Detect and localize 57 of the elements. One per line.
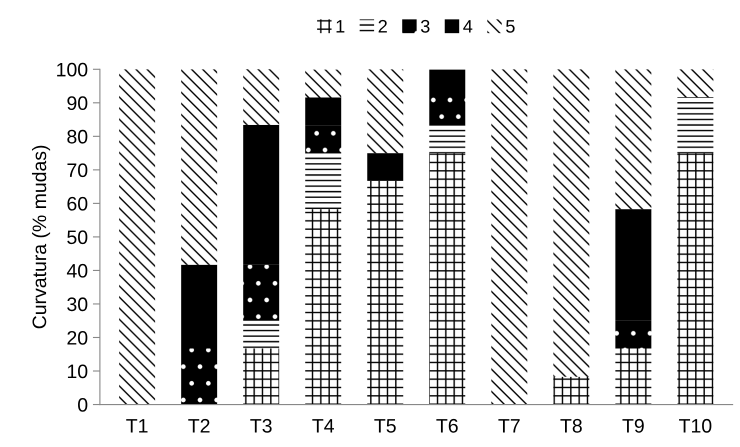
bar	[305, 209, 342, 405]
y-tick-label: 60	[67, 196, 88, 211]
bar	[305, 97, 342, 126]
x-tick-label: T8	[560, 418, 582, 433]
bar	[119, 69, 156, 405]
bar	[181, 348, 218, 405]
bar	[367, 180, 404, 405]
bar	[615, 348, 652, 405]
bar	[429, 153, 466, 405]
y-tick-label: 0	[78, 398, 88, 412]
x-tick-label: T9	[622, 418, 644, 433]
bar	[305, 70, 342, 98]
bar	[615, 69, 652, 210]
x-tick-label: T2	[188, 418, 210, 433]
bar	[677, 97, 714, 154]
bar	[553, 69, 590, 377]
y-tick-label: 10	[68, 364, 88, 378]
bar	[181, 264, 218, 349]
y-tick-label: 70	[67, 163, 88, 178]
x-tick-label: T3	[250, 418, 272, 433]
bar	[677, 153, 714, 405]
y-tick-label: 90	[67, 96, 88, 110]
y-tick-label: 50	[67, 230, 88, 244]
bar	[429, 125, 466, 154]
bar	[367, 153, 404, 181]
bar	[615, 209, 652, 321]
legend-label: 1	[336, 20, 344, 33]
x-tick-label: T7	[498, 419, 520, 433]
bar	[677, 69, 714, 98]
x-tick-label: T4	[312, 419, 334, 433]
bar	[429, 70, 466, 98]
bar	[243, 264, 280, 321]
y-tick-label: 100	[57, 62, 88, 77]
legend-label: 4	[463, 20, 472, 33]
bar	[243, 348, 280, 405]
y-tick-label: 20	[67, 330, 88, 345]
bar	[305, 153, 342, 210]
bar	[615, 320, 652, 349]
bar	[243, 69, 280, 125]
bar	[429, 97, 466, 126]
bar	[367, 69, 404, 154]
x-tick-label: T6	[436, 418, 458, 433]
bar	[305, 125, 342, 154]
legend-label: 2	[378, 20, 387, 33]
y-axis-title: Curvatura (% mudas)	[32, 146, 50, 328]
y-tick-label: 30	[67, 297, 88, 312]
bar	[243, 124, 280, 265]
x-tick-label: T10	[679, 418, 712, 433]
y-tick-label: 80	[67, 130, 88, 144]
bar	[181, 69, 218, 265]
bar	[553, 376, 590, 405]
bar	[491, 69, 528, 405]
x-tick-label: T5	[374, 419, 396, 433]
y-tick-label: 40	[66, 264, 88, 278]
legend-label: 5	[506, 20, 515, 33]
x-tick-label: T1	[126, 419, 148, 433]
legend-label: 3	[420, 20, 430, 33]
